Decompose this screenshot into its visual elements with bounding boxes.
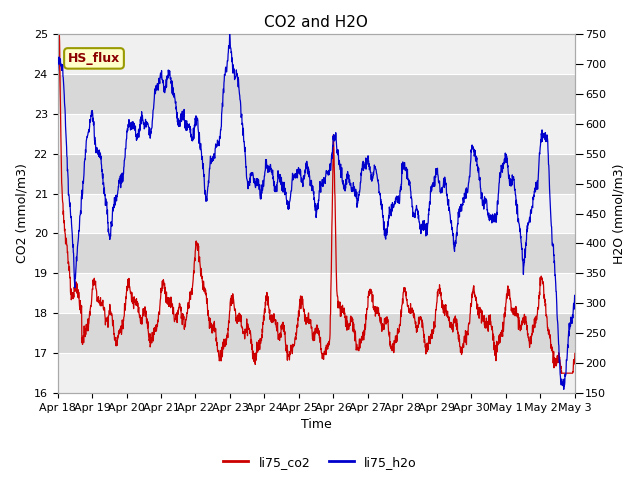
X-axis label: Time: Time: [301, 419, 332, 432]
Bar: [58, 114, 575, 154]
li75_co2: [571, 350, 579, 356]
li75_h2o: [80, 172, 88, 178]
Bar: [58, 154, 575, 193]
li75_h2o: [571, 298, 579, 303]
Text: HS_flux: HS_flux: [68, 52, 120, 65]
li75_co2: [556, 359, 564, 364]
li75_h2o: [54, 68, 61, 73]
li75_h2o: [556, 371, 564, 377]
li75_co2: [461, 339, 469, 345]
Line: li75_h2o: li75_h2o: [58, 34, 575, 389]
li75_h2o: [305, 172, 313, 178]
Legend: li75_co2, li75_h2o: li75_co2, li75_h2o: [218, 451, 422, 474]
Bar: [58, 233, 575, 274]
Bar: [58, 34, 575, 74]
Title: CO2 and H2O: CO2 and H2O: [264, 15, 368, 30]
li75_h2o: [292, 171, 300, 177]
Bar: [58, 74, 575, 114]
li75_h2o: [560, 386, 568, 392]
Y-axis label: CO2 (mmol/m3): CO2 (mmol/m3): [15, 164, 28, 264]
li75_h2o: [226, 31, 234, 37]
li75_h2o: [556, 364, 564, 370]
li75_co2: [556, 360, 564, 365]
li75_co2: [557, 370, 565, 376]
li75_co2: [292, 335, 300, 340]
li75_h2o: [461, 192, 469, 197]
li75_co2: [305, 320, 313, 326]
Bar: [58, 193, 575, 233]
Bar: [58, 353, 575, 393]
Y-axis label: H2O (mmol/m3): H2O (mmol/m3): [612, 163, 625, 264]
Line: li75_co2: li75_co2: [58, 34, 575, 373]
li75_co2: [54, 174, 61, 180]
li75_co2: [81, 323, 88, 329]
Bar: [58, 313, 575, 353]
Bar: [58, 274, 575, 313]
li75_co2: [56, 31, 63, 37]
